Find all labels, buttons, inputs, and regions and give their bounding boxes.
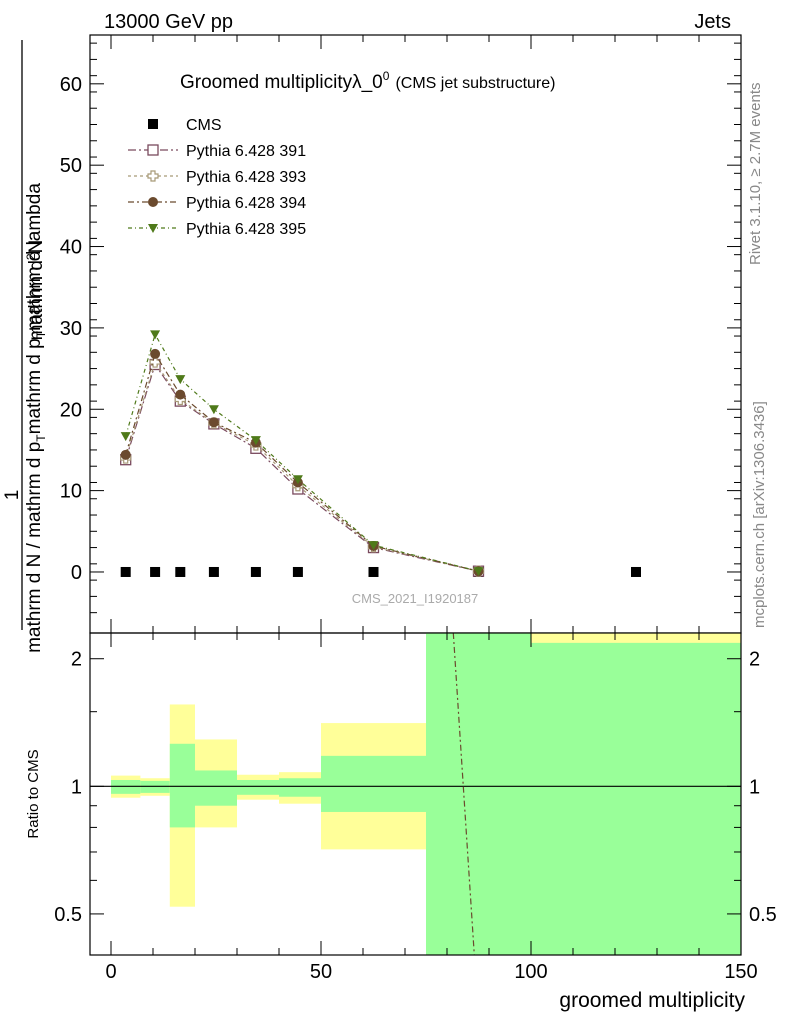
- main-data-marks: [120, 330, 641, 577]
- ylabel-denominator-tail: mathrm d p: [24, 338, 45, 434]
- data-point: [120, 566, 131, 577]
- data-point: [250, 436, 261, 446]
- y-tick-label: 50: [60, 155, 82, 177]
- ratio-band-green: [169, 743, 195, 828]
- series-pythia-6-428-391: [120, 358, 485, 577]
- svg-text:mathrm d2N: mathrm d2N: [24, 240, 47, 341]
- data-point: [175, 566, 186, 577]
- ylabel-numerator: mathrm d: [26, 260, 47, 340]
- series-line: [125, 360, 479, 572]
- ratio-band-green: [195, 770, 237, 806]
- ratio-bands: [90, 632, 741, 956]
- x-tick-label: 100: [514, 961, 547, 983]
- legend: CMS Pythia 6.428 391 Pythia 6.428 393 Pythi…: [128, 117, 306, 238]
- data-point: [368, 541, 379, 551]
- series-pythia-6-428-393: [120, 356, 485, 577]
- plot-title: Groomed multiplicityλ_00 (CMS jet substru…: [180, 69, 555, 93]
- y-tick-label: 30: [60, 318, 82, 340]
- legend-label: Pythia 6.428 393: [186, 169, 306, 186]
- analysis-id: CMS_2021_I1920187: [352, 591, 479, 606]
- data-point: [368, 566, 379, 577]
- y-tick-label: 0: [71, 562, 82, 584]
- ratio-band-green: [426, 633, 531, 955]
- ratio-y-tick-label-right: 0.5: [749, 904, 777, 926]
- y-tick-label: 40: [60, 237, 82, 259]
- ylabel-numerator-sup: 2: [24, 253, 38, 260]
- main-axes: 0 10 20 30 40 50 60: [60, 35, 742, 633]
- legend-marker: [148, 197, 158, 207]
- ylabel-denominator: mathrm d N / mathrm d p: [24, 442, 45, 653]
- ratio-y-tick-label: 0.5: [54, 904, 82, 926]
- ylabel-denominator-end: mathrm d lambda: [24, 183, 45, 331]
- data-point: [473, 567, 484, 577]
- y-tick-label: 60: [60, 74, 82, 96]
- data-point: [150, 348, 161, 359]
- x-tick-label: 150: [724, 961, 757, 983]
- legend-label: Pythia 6.428 395: [186, 221, 306, 238]
- main-y-axis-label: mathrm d2N 1 mathrm d N / mathrm d pTmat…: [2, 40, 48, 653]
- ratio-axes: 0.5 0.5 1 1 2 2: [54, 633, 777, 955]
- header-jets: Jets: [694, 11, 731, 33]
- y-tick-label: 20: [60, 399, 82, 421]
- series-line: [125, 352, 479, 572]
- ratio-y-tick-label: 2: [71, 649, 82, 671]
- legend-label: Pythia 6.428 394: [186, 195, 306, 212]
- series-line: [125, 332, 479, 572]
- data-point: [175, 375, 186, 385]
- y-tick-label: 10: [60, 481, 82, 503]
- data-point: [175, 389, 186, 400]
- series-line: [125, 363, 479, 572]
- data-point: [292, 566, 303, 577]
- data-point: [120, 449, 131, 460]
- data-point: [120, 432, 131, 442]
- data-point: [208, 417, 219, 428]
- ratio-plot-frame: [89, 632, 742, 956]
- ylabel-denominator-sub: T: [34, 434, 48, 442]
- data-point: [631, 566, 641, 577]
- mcplots-label: mcplots.cern.ch [arXiv:1306.3436]: [751, 401, 768, 628]
- ratio-y-tick-label: 1: [71, 776, 82, 798]
- legend-marker: [147, 170, 159, 182]
- ratio-y-tick-label-right: 2: [749, 649, 760, 671]
- legend-marker: [148, 119, 158, 129]
- series-cms: [120, 566, 641, 577]
- ylabel-one: 1: [2, 490, 23, 501]
- data-point: [208, 405, 219, 415]
- data-point: [150, 330, 161, 340]
- ylabel-denominator-tail-sub: T: [34, 330, 48, 338]
- ratio-band-green: [279, 778, 321, 797]
- ratio-band-green: [321, 755, 426, 812]
- rivet-label: Rivet 3.1.10, ≥ 2.7M events: [747, 83, 764, 266]
- x-axis: 0 50 100 150: [105, 961, 757, 983]
- legend-marker: [148, 224, 158, 233]
- x-axis-label: groomed multiplicity: [559, 989, 745, 1012]
- title-lambda-sup: 0: [383, 69, 390, 83]
- series-pythia-6-428-394: [120, 348, 484, 577]
- data-point: [292, 475, 303, 485]
- title-lambda: λ_0: [352, 72, 383, 93]
- header-energy: 13000 GeV pp: [104, 11, 233, 33]
- svg-text:mathrm d N / mathrm d pTmathrm: mathrm d N / mathrm d pTmathrm d pTmathr…: [24, 183, 48, 653]
- data-point: [250, 566, 261, 577]
- data-point: [208, 566, 219, 577]
- data-point: [150, 566, 161, 577]
- data-point: [149, 356, 161, 368]
- x-tick-label: 50: [310, 961, 332, 983]
- ratio-band-green: [237, 779, 279, 795]
- x-tick-label: 0: [105, 961, 116, 983]
- title-sub: (CMS jet substructure): [395, 75, 555, 92]
- series-pythia-6-428-395: [120, 330, 484, 577]
- ratio-y-tick-label-right: 1: [749, 776, 760, 798]
- legend-label: CMS: [186, 117, 222, 134]
- title-main: Groomed multiplicity: [180, 72, 353, 93]
- ratio-band-green: [531, 642, 741, 955]
- legend-marker: [147, 144, 159, 156]
- ylabel-numerator-tail: N: [26, 240, 47, 254]
- ratio-y-axis-label: Ratio to CMS: [25, 749, 42, 838]
- ratio-series-line: [452, 632, 475, 956]
- legend-label: Pythia 6.428 391: [186, 143, 306, 160]
